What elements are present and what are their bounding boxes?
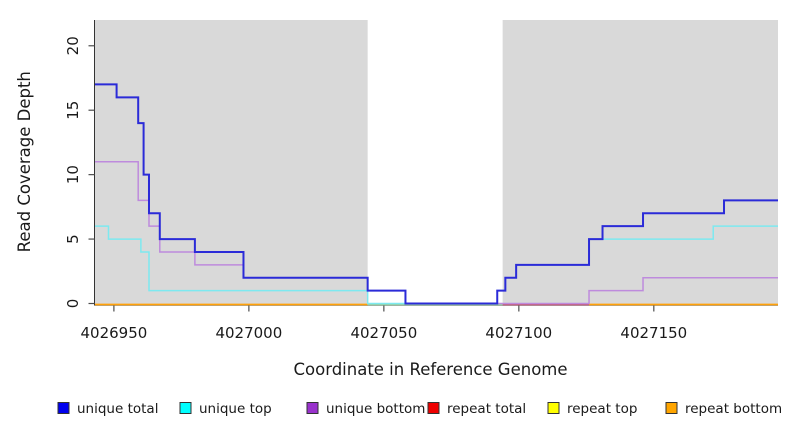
y-tick-label: 10 — [64, 165, 82, 184]
legend-swatch-icon — [306, 402, 319, 414]
x-tick-label: 4027050 — [350, 324, 417, 342]
x-tick-label: 4027150 — [620, 324, 687, 342]
legend-label: repeat top — [567, 401, 637, 417]
legend-item-repeat-top: repeat top — [547, 401, 637, 417]
y-axis-title: Read Coverage Depth — [15, 71, 34, 252]
legend-swatch-icon — [179, 402, 192, 414]
legend-item-repeat-total: repeat total — [427, 401, 526, 417]
y-tick-label: 5 — [64, 234, 82, 244]
y-tick-label: 15 — [64, 101, 82, 120]
legend-item-repeat-bottom: repeat bottom — [665, 401, 782, 417]
legend-label: unique top — [199, 401, 272, 417]
legend-item-unique-total: unique total — [57, 401, 158, 417]
x-tick-label: 4027100 — [485, 324, 552, 342]
x-tick-label: 4027000 — [215, 324, 282, 342]
legend-label: repeat bottom — [685, 401, 782, 417]
legend-item-unique-bottom: unique bottom — [306, 401, 425, 417]
legend-label: unique bottom — [326, 401, 425, 417]
legend-swatch-icon — [547, 402, 560, 414]
legend-swatch-icon — [427, 402, 440, 414]
series-line-unique-total — [95, 83, 778, 305]
legend-label: unique total — [77, 401, 158, 417]
y-tick-label: 20 — [64, 36, 82, 55]
y-tick-label: 0 — [64, 299, 82, 309]
legend-label: repeat total — [447, 401, 526, 417]
x-axis-title: Coordinate in Reference Genome — [293, 360, 567, 379]
legend-swatch-icon — [665, 402, 678, 414]
legend-swatch-icon — [57, 402, 70, 414]
legend-item-unique-top: unique top — [179, 401, 272, 417]
x-tick-label: 4026950 — [80, 324, 147, 342]
uncovered-region-band — [367, 20, 503, 305]
